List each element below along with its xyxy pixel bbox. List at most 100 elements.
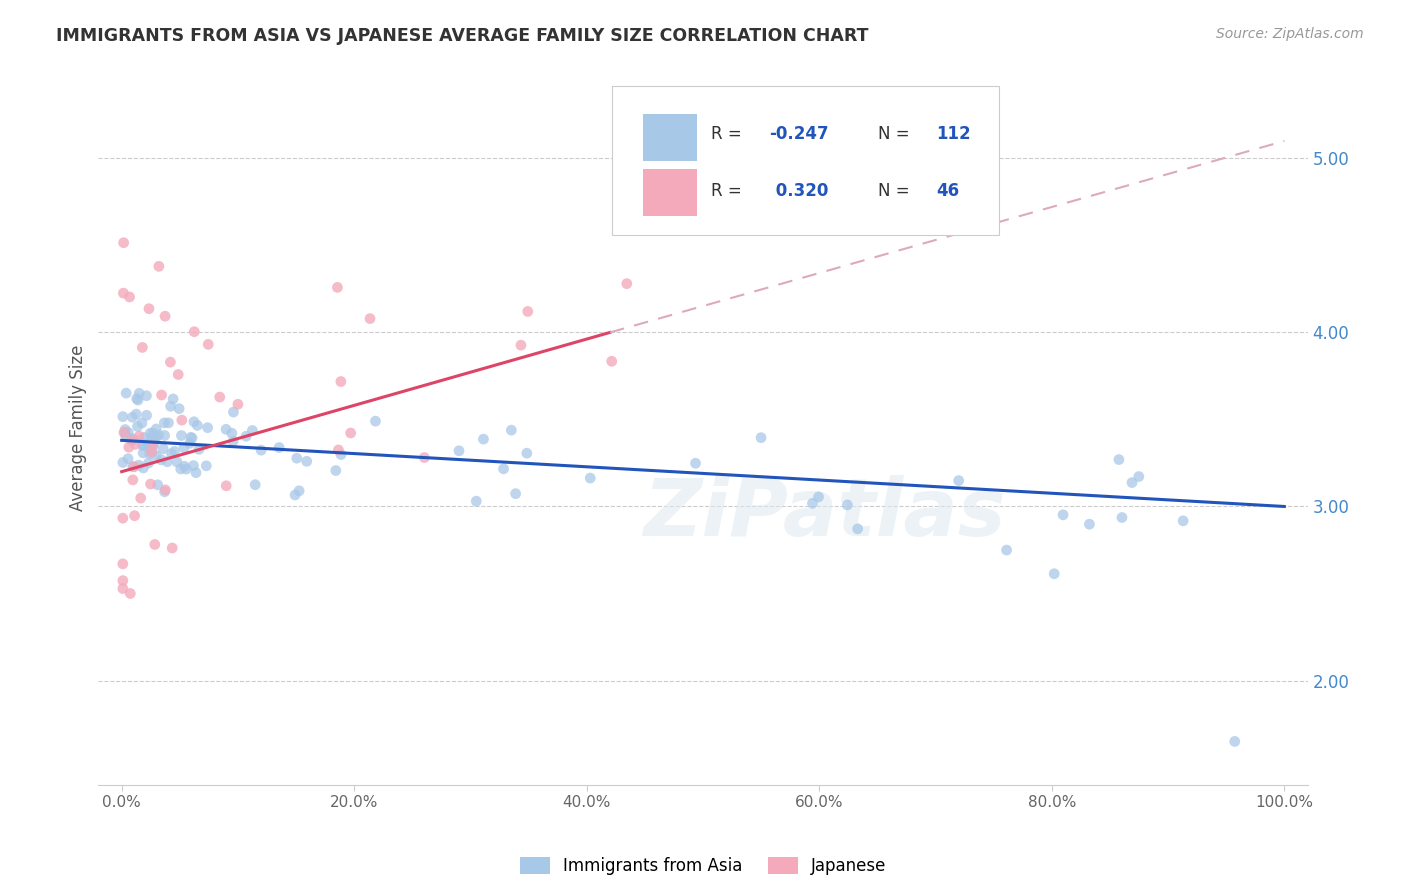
Point [250, 443, 273, 458]
FancyBboxPatch shape [643, 169, 697, 216]
Point [131, 437, 153, 451]
Point [118, 440, 141, 454]
Point [1108, 452, 1130, 467]
Point [115, 386, 138, 401]
Point [132, 461, 155, 475]
Point [112, 286, 135, 301]
Point [1111, 510, 1133, 524]
Point [124, 437, 146, 451]
Point [240, 424, 263, 438]
Point [295, 454, 318, 468]
Point [801, 496, 824, 510]
Point [170, 428, 193, 442]
Point [167, 401, 190, 416]
Point [148, 260, 170, 274]
Point [153, 428, 176, 442]
Text: 112: 112 [936, 125, 972, 143]
Point [186, 418, 208, 433]
Point [749, 431, 772, 445]
Point [1223, 734, 1246, 748]
Point [180, 430, 202, 444]
Point [173, 441, 195, 455]
Point [235, 429, 257, 443]
FancyBboxPatch shape [643, 114, 697, 161]
Point [1128, 469, 1150, 483]
Point [114, 425, 136, 440]
Point [150, 453, 173, 467]
Point [138, 456, 160, 470]
Point [153, 309, 176, 323]
Point [145, 422, 167, 436]
Point [600, 354, 623, 368]
Point [148, 428, 170, 442]
Point [145, 449, 167, 463]
Point [170, 462, 193, 476]
Point [195, 458, 218, 473]
Point [188, 442, 211, 457]
Point [197, 420, 219, 434]
Point [139, 426, 162, 441]
Point [510, 338, 533, 352]
Point [167, 368, 190, 382]
Point [128, 458, 150, 473]
Text: 0.320: 0.320 [769, 182, 828, 200]
Point [128, 386, 150, 401]
Point [364, 414, 387, 428]
Y-axis label: Average Family Size: Average Family Size [69, 345, 87, 511]
Point [122, 459, 145, 474]
Point [846, 522, 869, 536]
Point [112, 425, 135, 440]
Point [284, 488, 307, 502]
Point [222, 434, 245, 449]
Point [131, 341, 153, 355]
Point [197, 337, 219, 351]
Point [179, 436, 201, 450]
Point [121, 434, 143, 448]
Point [159, 355, 181, 369]
Point [145, 430, 167, 444]
Point [155, 483, 177, 497]
Point [111, 557, 134, 571]
Point [174, 462, 197, 476]
Point [128, 429, 150, 443]
Point [127, 393, 149, 408]
Point [125, 392, 148, 406]
Point [125, 407, 148, 421]
Point [183, 415, 205, 429]
Point [153, 484, 176, 499]
Point [326, 280, 349, 294]
Text: Source: ZipAtlas.com: Source: ZipAtlas.com [1216, 27, 1364, 41]
Point [139, 432, 162, 446]
Point [111, 574, 134, 588]
Point [226, 397, 249, 411]
Point [208, 390, 231, 404]
Point [181, 431, 204, 445]
Text: N =: N = [879, 182, 915, 200]
Point [111, 582, 134, 596]
Point [121, 410, 143, 425]
Point [162, 392, 184, 406]
Point [1052, 508, 1074, 522]
Point [131, 416, 153, 430]
Point [141, 445, 163, 459]
Point [472, 432, 495, 446]
Point [142, 439, 165, 453]
Point [465, 494, 488, 508]
Text: R =: R = [711, 125, 748, 143]
Point [132, 439, 155, 453]
Point [1121, 475, 1143, 490]
Point [117, 425, 139, 440]
Point [170, 413, 193, 427]
Point [120, 432, 142, 446]
Point [447, 443, 470, 458]
Point [1171, 514, 1194, 528]
Point [160, 447, 183, 461]
Point [122, 433, 145, 447]
Point [948, 474, 970, 488]
Text: N =: N = [879, 125, 915, 143]
Point [146, 477, 169, 491]
Text: -0.247: -0.247 [769, 125, 830, 143]
Legend: Immigrants from Asia, Japanese: Immigrants from Asia, Japanese [513, 850, 893, 882]
Point [142, 425, 165, 440]
Point [328, 442, 350, 457]
